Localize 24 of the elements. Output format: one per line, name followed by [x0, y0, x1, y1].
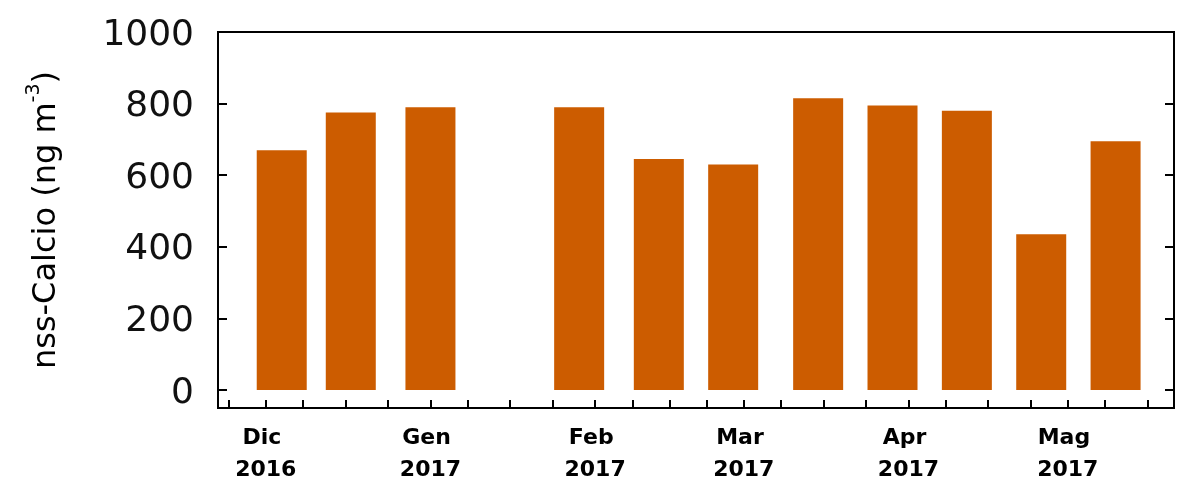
bar: [793, 98, 844, 391]
bar: [867, 105, 918, 391]
bar: [256, 150, 307, 391]
x-tick-label: Mar 2017: [713, 423, 775, 481]
y-tick-label: 1000: [102, 11, 194, 53]
bar: [405, 107, 456, 391]
y-tick-label: 200: [125, 297, 194, 339]
y-axis-title: nss-Calcio (ng m-3): [20, 70, 63, 370]
y-tick-label: 0: [171, 369, 194, 411]
x-tick-label: Feb 2017: [564, 423, 626, 481]
x-tick-label: Dic 2016: [235, 423, 297, 481]
x-tick-label: Mag 2017: [1037, 423, 1099, 481]
y-tick-label: 400: [125, 226, 194, 268]
bar: [1090, 141, 1141, 391]
x-tick-label: Gen 2017: [399, 423, 462, 481]
bar: [554, 107, 605, 391]
bar: [941, 110, 992, 391]
x-tick-label: Apr 2017: [877, 423, 940, 481]
y-tick-label: 800: [125, 83, 194, 125]
bar: [708, 164, 759, 391]
bar: [325, 112, 376, 391]
y-tick-label: 600: [125, 154, 194, 196]
bar: [633, 159, 684, 391]
bar: [1016, 234, 1067, 391]
